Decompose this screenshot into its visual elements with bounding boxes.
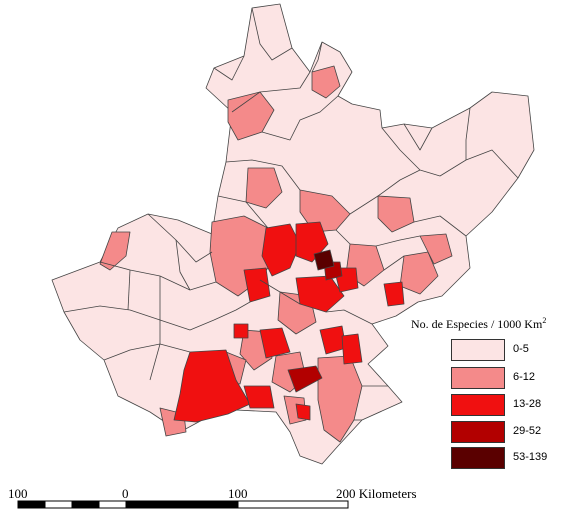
legend-label: 53-139	[513, 451, 548, 463]
legend-title-superscript: 2	[542, 316, 547, 325]
region-darkred	[287, 365, 323, 393]
scale-label: 200 Kilometers	[336, 486, 417, 501]
legend-swatch	[451, 339, 505, 361]
region-pink	[399, 251, 439, 295]
legend-item: 0-5	[451, 339, 561, 363]
legend-label: 29-52	[513, 425, 542, 437]
legend-swatch	[451, 394, 505, 416]
region-red	[233, 323, 249, 339]
scale-bar-segments	[17, 500, 349, 509]
scale-label: 100	[228, 486, 248, 501]
region-red	[383, 281, 405, 307]
region-pink	[419, 233, 453, 265]
legend-item: 6-12	[451, 367, 561, 391]
region-red	[295, 275, 345, 313]
scale-label: 0	[122, 486, 129, 501]
legend-swatch	[451, 447, 505, 469]
legend-title: No. de Especies / 1000 Km2	[411, 316, 546, 332]
legend-item: 53-139	[451, 447, 561, 471]
region-pink	[377, 195, 415, 233]
legend-item: 29-52	[451, 421, 561, 445]
legend-item: 13-28	[451, 394, 561, 418]
legend-label: 6-12	[513, 371, 536, 383]
region-red	[341, 333, 363, 365]
legend-swatch	[451, 367, 505, 389]
scale-label: 100	[8, 486, 28, 501]
region-red	[259, 327, 291, 359]
region-pink	[245, 167, 283, 209]
region-darkest	[313, 249, 335, 271]
legend-title-text: No. de Especies / 1000 Km	[411, 317, 543, 331]
legend-label: 0-5	[513, 343, 529, 355]
region-red	[173, 349, 251, 423]
legend-swatch	[451, 421, 505, 443]
region-pink	[311, 65, 341, 99]
region-red	[243, 267, 271, 303]
municipal-boundaries	[63, 7, 519, 421]
region-red	[295, 403, 311, 421]
legend-label: 13-28	[513, 398, 542, 410]
region-red	[261, 223, 301, 277]
region-red	[243, 385, 275, 409]
region-pink	[99, 231, 131, 271]
